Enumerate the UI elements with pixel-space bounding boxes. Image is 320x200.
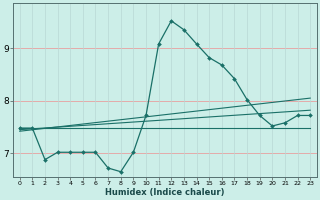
X-axis label: Humidex (Indice chaleur): Humidex (Indice chaleur) xyxy=(105,188,225,197)
